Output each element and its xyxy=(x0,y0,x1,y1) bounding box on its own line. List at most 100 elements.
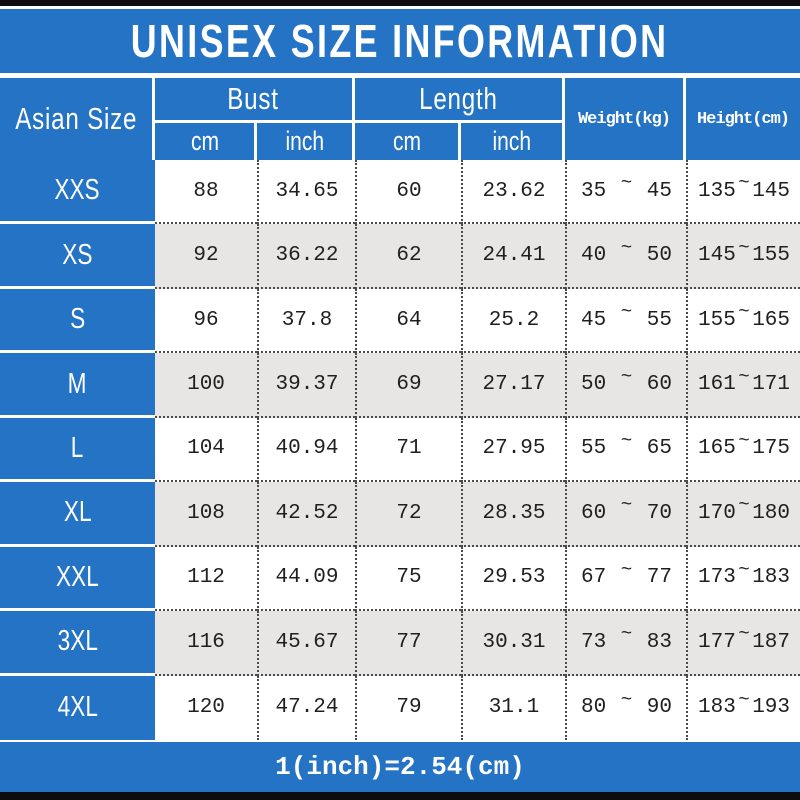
bust-inch-cell: 36.22 xyxy=(257,224,355,289)
length-inch-cell: 30.31 xyxy=(461,611,565,676)
weight-min: 50 xyxy=(581,373,607,397)
tilde-glyph: ~ xyxy=(620,301,633,324)
height-range-cell: 135 ~ 145 xyxy=(686,160,800,225)
header-length-inch: inch xyxy=(461,123,565,160)
size-label: XS xyxy=(62,238,93,271)
header-height-label: Height(cm) xyxy=(696,109,790,129)
bust-inch-cell: 39.37 xyxy=(257,353,355,418)
height-min: 161 xyxy=(698,373,736,397)
header-length-label: Length xyxy=(419,81,498,116)
header-length-group: Length xyxy=(355,78,565,123)
header-length-cm-label: cm xyxy=(392,126,421,156)
tilde-glyph: ~ xyxy=(620,688,633,711)
weight-range-cell: 55 ~ 65 xyxy=(565,417,686,483)
size-cell: XXL xyxy=(0,546,155,612)
height-max: 145 xyxy=(752,179,790,203)
weight-range-cell: 73 ~ 83 xyxy=(565,611,686,676)
height-max: 193 xyxy=(752,696,790,720)
length-cm-cell: 60 xyxy=(355,160,461,225)
bottom-black-bar xyxy=(0,792,800,800)
size-label: S xyxy=(69,303,86,336)
size-cell: XS xyxy=(0,224,155,289)
table-row: XXL 112 44.09 75 29.53 67 ~ 77 173 ~ 183 xyxy=(0,546,800,612)
conversion-note: 1(inch)=2.54(cm) xyxy=(275,752,525,782)
weight-range-cell: 80 ~ 90 xyxy=(565,675,686,740)
bust-cm-cell: 92 xyxy=(155,224,257,289)
height-min: 170 xyxy=(698,501,736,525)
weight-min: 45 xyxy=(581,308,607,332)
height-range-cell: 155 ~ 165 xyxy=(686,288,800,354)
tilde-glyph: ~ xyxy=(738,172,750,195)
weight-range-cell: 40 ~ 50 xyxy=(565,224,686,289)
height-min: 165 xyxy=(698,437,736,461)
bust-cm-cell: 104 xyxy=(155,417,257,483)
weight-max: 45 xyxy=(646,179,672,203)
weight-max: 65 xyxy=(646,437,672,461)
height-min: 155 xyxy=(698,308,736,332)
table-row: 3XL 116 45.67 77 30.31 73 ~ 83 177 ~ 187 xyxy=(0,611,800,676)
size-cell: L xyxy=(0,417,155,483)
bust-cm-cell: 108 xyxy=(155,482,257,547)
height-max: 171 xyxy=(752,373,790,397)
length-cm-cell: 75 xyxy=(355,546,461,612)
height-max: 175 xyxy=(752,437,790,461)
weight-min: 40 xyxy=(581,244,607,268)
tilde-glyph: ~ xyxy=(738,688,750,711)
size-cell: S xyxy=(0,288,155,354)
header-bust-cm: cm xyxy=(155,123,257,160)
tilde-glyph: ~ xyxy=(620,494,633,517)
weight-max: 77 xyxy=(646,566,672,590)
weight-max: 60 xyxy=(646,373,672,397)
length-cm-cell: 69 xyxy=(355,353,461,418)
length-cm-cell: 64 xyxy=(355,288,461,354)
header-length-cm: cm xyxy=(355,123,461,160)
length-inch-cell: 28.35 xyxy=(461,482,565,547)
length-cm-cell: 71 xyxy=(355,417,461,483)
bust-cm-cell: 120 xyxy=(155,675,257,740)
header-weight: Weight(kg) xyxy=(565,78,686,160)
weight-max: 70 xyxy=(646,501,672,525)
size-label: XL xyxy=(63,496,92,529)
weight-min: 60 xyxy=(581,501,607,525)
weight-min: 73 xyxy=(581,630,607,654)
title-separator-line xyxy=(0,73,800,78)
height-max: 155 xyxy=(752,244,790,268)
tilde-glyph: ~ xyxy=(620,558,633,581)
tilde-glyph: ~ xyxy=(620,623,633,646)
header-bust-inch: inch xyxy=(257,123,355,160)
table-row: XL 108 42.52 72 28.35 60 ~ 70 170 ~ 180 xyxy=(0,482,800,547)
weight-range-cell: 60 ~ 70 xyxy=(565,482,686,547)
size-label: XXL xyxy=(56,560,99,593)
length-cm-cell: 77 xyxy=(355,611,461,676)
weight-range-cell: 67 ~ 77 xyxy=(565,546,686,612)
weight-min: 80 xyxy=(581,696,607,720)
weight-max: 90 xyxy=(646,696,672,720)
height-min: 177 xyxy=(698,630,736,654)
size-cell: M xyxy=(0,353,155,418)
height-min: 183 xyxy=(698,696,736,720)
tilde-glyph: ~ xyxy=(620,172,633,195)
bust-inch-cell: 37.8 xyxy=(257,288,355,354)
table-row: L 104 40.94 71 27.95 55 ~ 65 165 ~ 175 xyxy=(0,417,800,483)
header-bust-group: Bust xyxy=(155,78,355,123)
top-white-line xyxy=(0,6,800,9)
weight-range-cell: 35 ~ 45 xyxy=(565,160,686,225)
weight-min: 67 xyxy=(581,566,607,590)
bust-cm-cell: 88 xyxy=(155,160,257,225)
height-range-cell: 145 ~ 155 xyxy=(686,224,800,289)
length-inch-cell: 23.62 xyxy=(461,160,565,225)
size-label: L xyxy=(71,431,84,464)
height-max: 180 xyxy=(752,501,790,525)
height-min: 145 xyxy=(698,244,736,268)
bust-cm-cell: 100 xyxy=(155,353,257,418)
size-cell: 4XL xyxy=(0,675,155,740)
tilde-glyph: ~ xyxy=(738,236,750,259)
height-range-cell: 183 ~ 193 xyxy=(686,675,800,740)
height-min: 173 xyxy=(698,566,736,590)
weight-range-cell: 50 ~ 60 xyxy=(565,353,686,418)
bust-cm-cell: 116 xyxy=(155,611,257,676)
tilde-glyph: ~ xyxy=(738,301,750,324)
table-row: XS 92 36.22 62 24.41 40 ~ 50 145 ~ 155 xyxy=(0,224,800,289)
tilde-glyph: ~ xyxy=(738,429,750,452)
